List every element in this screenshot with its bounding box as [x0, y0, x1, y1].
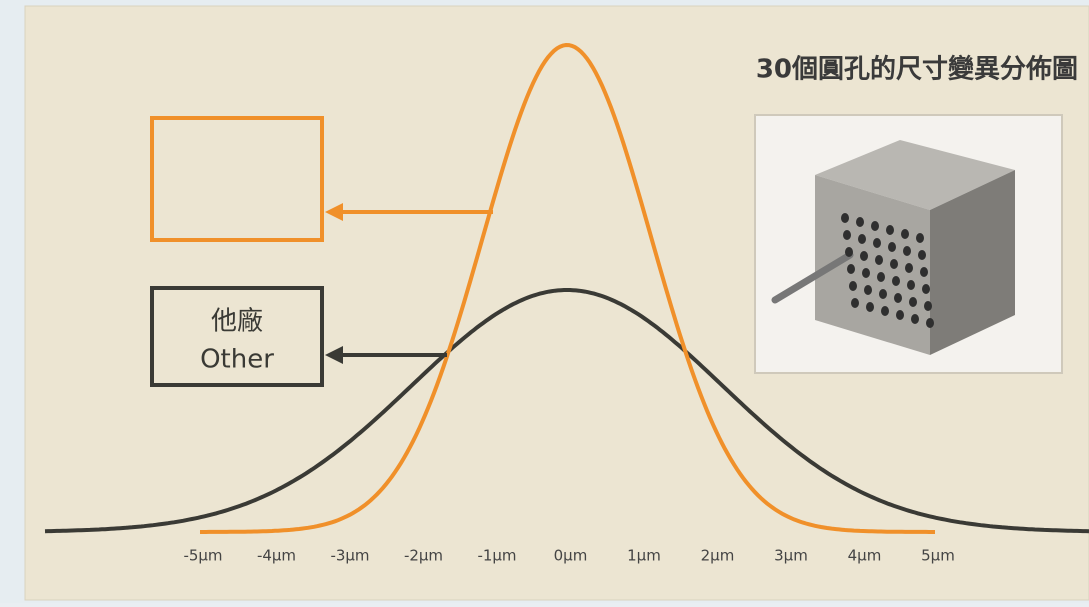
axis-label: 0μm [554, 547, 588, 565]
other-label-en: Other [200, 345, 274, 375]
axis-label: 4μm [848, 547, 882, 565]
hole [892, 276, 900, 286]
hole [901, 229, 909, 239]
hole [841, 213, 849, 223]
hole [886, 225, 894, 235]
hole [847, 264, 855, 274]
hole [911, 314, 919, 324]
hole [879, 289, 887, 299]
hole [875, 255, 883, 265]
hole [871, 221, 879, 231]
hole [860, 251, 868, 261]
hole [920, 267, 928, 277]
hole [918, 250, 926, 260]
hole [922, 284, 930, 294]
hole [877, 272, 885, 282]
hole [856, 217, 864, 227]
axis-label: 2μm [701, 547, 735, 565]
hole [905, 263, 913, 273]
hole [858, 234, 866, 244]
axis-label: -4μm [257, 547, 296, 565]
axis-label: 1μm [627, 547, 661, 565]
hole [924, 301, 932, 311]
hole [909, 297, 917, 307]
axis-label: -2μm [404, 547, 443, 565]
hole [866, 302, 874, 312]
axis-label: -5μm [183, 547, 222, 565]
hole [907, 280, 915, 290]
axis-label: 5μm [921, 547, 955, 565]
photo [755, 115, 1062, 373]
hole [890, 259, 898, 269]
hole [862, 268, 870, 278]
hole [894, 293, 902, 303]
hole [896, 310, 904, 320]
hole [903, 246, 911, 256]
hole [843, 230, 851, 240]
axis-label: -3μm [330, 547, 369, 565]
hole [888, 242, 896, 252]
hole [845, 247, 853, 257]
hole [916, 233, 924, 243]
page: 30個圓孔的尺寸變異分佈圖 他廠 Other -5μm -4μm -3μm -2μm -… [0, 0, 1089, 607]
hole [926, 318, 934, 328]
axis-label: 3μm [774, 547, 808, 565]
other-label-zh: 他廠 [211, 307, 263, 337]
hole [873, 238, 881, 248]
diagram: 30個圓孔的尺寸變異分佈圖 他廠 Other -5μm -4μm -3μm -2μm -… [0, 0, 1089, 603]
title: 30個圓孔的尺寸變異分佈圖 [756, 54, 1078, 85]
hole [849, 281, 857, 291]
hole [881, 306, 889, 316]
hole [864, 285, 872, 295]
hole [851, 298, 859, 308]
axis-label: -1μm [477, 547, 516, 565]
